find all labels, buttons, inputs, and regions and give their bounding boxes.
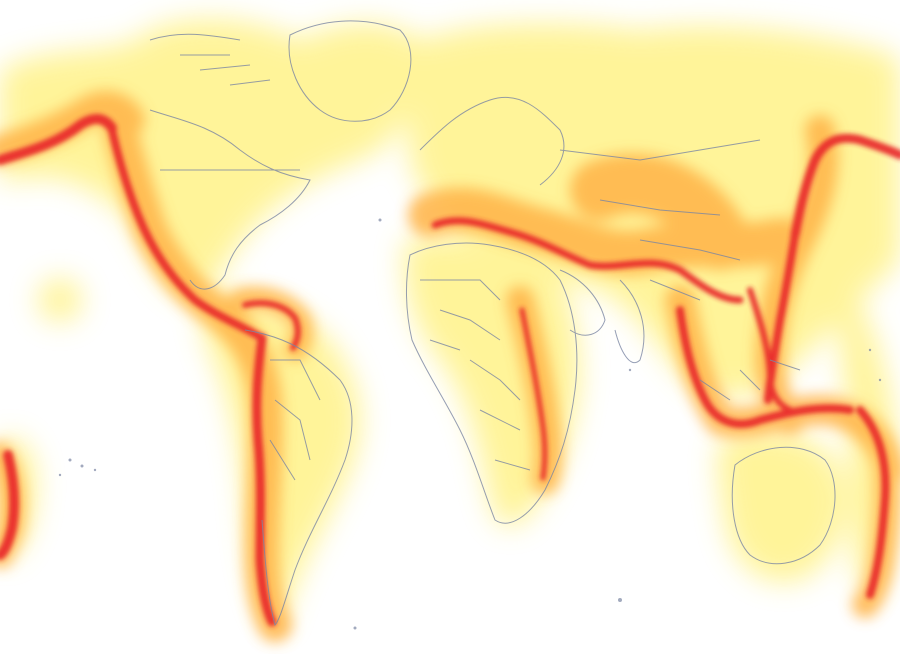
tonga-kermadec-high xyxy=(856,406,890,599)
canada-arctic-islands xyxy=(149,33,271,86)
north-pacific-east-high xyxy=(855,135,900,160)
aleutian-trench-high xyxy=(0,113,117,165)
island-dot xyxy=(878,378,882,382)
hawaii-halo xyxy=(38,278,82,322)
island-dot xyxy=(378,218,382,222)
island-dot xyxy=(868,348,872,352)
island-dot xyxy=(58,473,62,477)
kuril-japan-high xyxy=(790,133,865,240)
sunda-trench-high xyxy=(676,306,854,428)
hazard-high-layer xyxy=(0,113,900,627)
north-america-halo xyxy=(0,19,423,301)
andes-trench-high xyxy=(252,333,277,627)
cascadia-mexico-high xyxy=(108,126,266,342)
south-pacific-island-high xyxy=(0,450,20,560)
africa-coast xyxy=(406,242,578,524)
india-coast xyxy=(614,279,645,363)
island-dot xyxy=(353,626,357,630)
africa-borders xyxy=(420,279,531,471)
australia-halo xyxy=(717,430,846,582)
zagros-himalaya-high xyxy=(506,228,744,304)
southeast-asia-islands xyxy=(699,359,801,401)
island-dot xyxy=(80,464,84,468)
new-guinea-high xyxy=(747,287,793,413)
australia-coast xyxy=(731,446,836,565)
alaska-aleutian-mid xyxy=(0,90,145,165)
islands-layer xyxy=(58,218,882,630)
north-america-coast xyxy=(149,109,311,290)
tibet-plateau-mid xyxy=(570,153,750,270)
east-african-rift-high xyxy=(519,307,548,481)
caribbean-mid xyxy=(229,287,314,361)
south-america-borders xyxy=(269,359,321,481)
borders-layer xyxy=(149,20,836,626)
island-dot xyxy=(68,458,72,462)
island-dot xyxy=(628,368,632,372)
island-dot xyxy=(93,468,97,472)
greenland-coast xyxy=(288,20,412,122)
caribbean-arc-high xyxy=(242,300,301,351)
europe-coast xyxy=(419,96,565,186)
south-america-coast xyxy=(244,329,353,626)
island-dot xyxy=(618,598,622,602)
arabia-coast xyxy=(559,269,606,336)
asia-borders xyxy=(559,139,761,301)
mediterranean-high xyxy=(431,217,514,236)
